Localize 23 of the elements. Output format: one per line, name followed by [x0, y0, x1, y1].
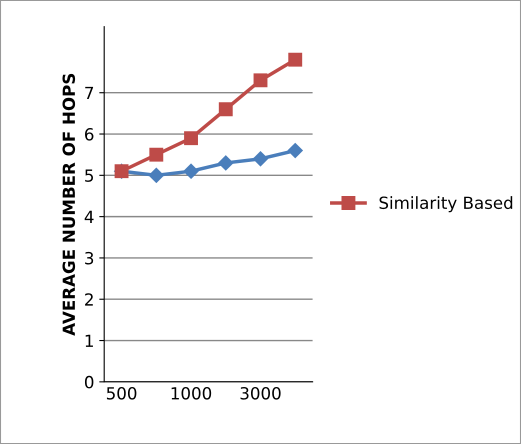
- y-axis-title: AVERAGE NUMBER OF HOPS: [62, 74, 76, 336]
- point: [184, 131, 198, 146]
- x-tick-label: 3000: [240, 386, 281, 400]
- y-tick-label: 2: [85, 293, 93, 306]
- y-tick-label: 0: [84, 376, 94, 388]
- point: [218, 155, 234, 171]
- point: [148, 168, 164, 183]
- y-tick-label: 6: [85, 128, 94, 141]
- point: [288, 142, 303, 158]
- y-tick-label: 3: [85, 252, 94, 264]
- x-tick-label: 1000: [172, 386, 212, 400]
- y-tick-label: 7: [85, 86, 94, 100]
- point: [252, 151, 268, 166]
- y-tick-label: 5: [85, 170, 94, 182]
- y-tick-label: 1: [86, 334, 93, 347]
- point: [254, 73, 268, 88]
- x-tick-label: 500: [106, 386, 136, 400]
- y-tick-label: 4: [84, 210, 94, 223]
- point: [183, 164, 199, 179]
- point: [288, 52, 302, 67]
- point: [149, 148, 164, 162]
- legend-label: Similarity Based: [380, 196, 512, 212]
- point: [218, 102, 233, 116]
